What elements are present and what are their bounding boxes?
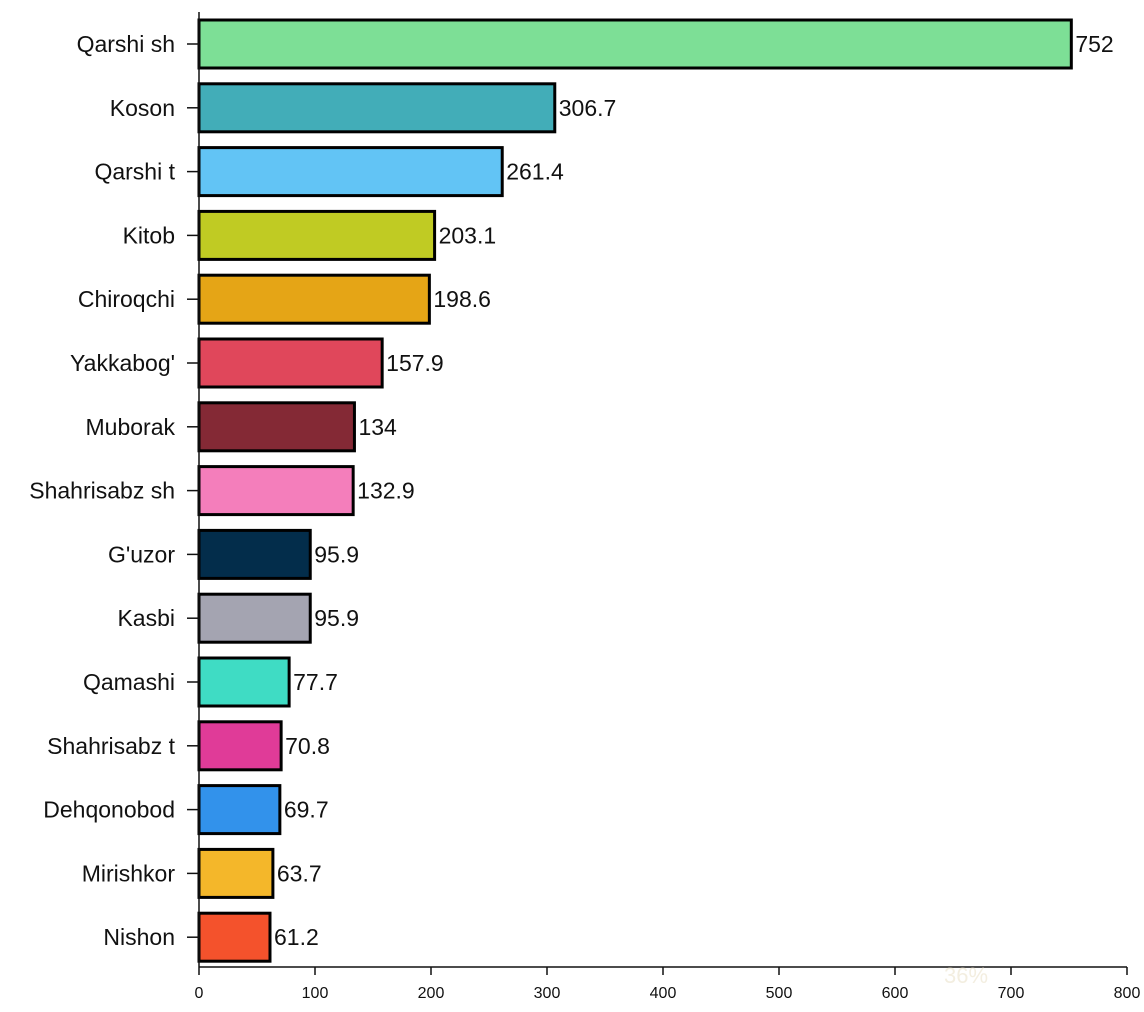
bar-value-label: 61.2 (274, 924, 319, 950)
value-labels-layer: 752 306.7 261.4 203.1 198.6 157.9 134 132.9 95.9… (274, 31, 1114, 950)
bar (197, 847, 275, 899)
category-label: Qarshi t (94, 159, 175, 185)
category-label: Nishon (103, 924, 175, 950)
bar-value-label: 261.4 (506, 159, 564, 185)
bar-value-label: 63.7 (277, 860, 322, 886)
bar (197, 273, 431, 325)
bar (197, 656, 291, 708)
bar-value-label: 95.9 (314, 605, 359, 631)
category-label: Mirishkor (82, 860, 176, 886)
y-axis: Qarshi sh Koson Qarshi t Kitob Chiroqchi Yakk… (29, 12, 200, 967)
x-tick-label: 0 (195, 985, 204, 1002)
bar (197, 784, 282, 836)
bar-value-label: 157.9 (386, 350, 444, 376)
bar-value-label: 69.7 (284, 797, 329, 823)
category-label: Kitob (123, 222, 175, 248)
bar-value-label: 77.7 (293, 669, 338, 695)
bar (197, 720, 283, 772)
bar-value-label: 134 (358, 414, 397, 440)
bar (197, 592, 312, 644)
watermark-text: 36% (944, 963, 988, 988)
category-label: Shahrisabz t (47, 733, 175, 759)
x-tick-label: 800 (1114, 985, 1141, 1002)
bar-value-label: 752 (1075, 31, 1113, 57)
x-tick-label: 300 (534, 985, 561, 1002)
bar (197, 528, 312, 580)
category-label: G'uzor (108, 541, 175, 567)
x-tick-label: 600 (882, 985, 909, 1002)
bar (197, 146, 504, 198)
x-tick-label: 400 (650, 985, 677, 1002)
x-axis: 0 100 200 300 400 500 600 700 800 (195, 966, 1141, 1002)
bar (197, 465, 355, 517)
category-label: Chiroqchi (78, 286, 175, 312)
category-label: Yakkabog' (70, 350, 175, 376)
bar-value-label: 95.9 (314, 541, 359, 567)
bar (197, 337, 384, 389)
x-tick-label: 500 (766, 985, 793, 1002)
bar-value-label: 70.8 (285, 733, 330, 759)
bar (197, 209, 437, 261)
bar-value-label: 132.9 (357, 478, 415, 504)
x-tick-label: 700 (998, 985, 1025, 1002)
x-tick-label: 200 (418, 985, 445, 1002)
category-label: Shahrisabz sh (29, 478, 175, 504)
bars-layer (197, 18, 1073, 963)
bar (197, 911, 272, 963)
category-label: Koson (110, 95, 175, 121)
category-label: Muborak (86, 414, 176, 440)
bar-value-label: 198.6 (433, 286, 491, 312)
x-tick-label: 100 (302, 985, 329, 1002)
category-label: Qarshi sh (77, 31, 175, 57)
category-label: Qamashi (83, 669, 175, 695)
category-label: Kasbi (117, 605, 175, 631)
bar (197, 82, 557, 134)
bar (197, 401, 356, 453)
bar-value-label: 203.1 (439, 222, 497, 248)
bar-value-label: 306.7 (559, 95, 617, 121)
bar (197, 18, 1073, 70)
category-label: Dehqonobod (43, 797, 175, 823)
